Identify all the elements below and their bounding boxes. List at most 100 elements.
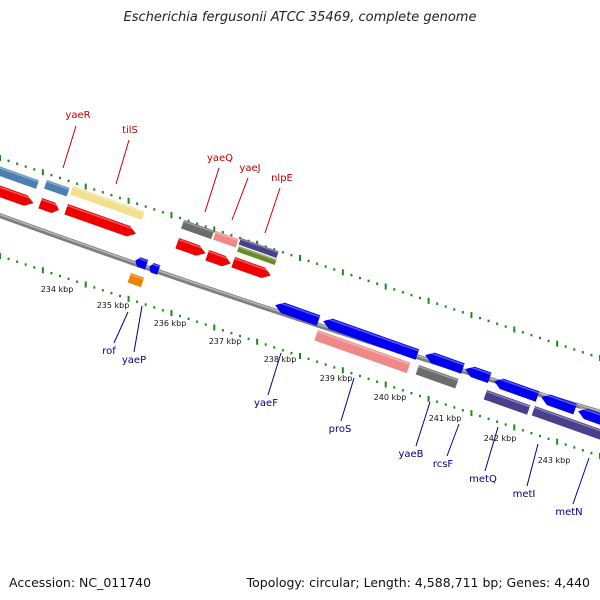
gc-tick-inner xyxy=(230,331,233,335)
gc-tick-outer xyxy=(136,202,139,205)
feature-gray-1 xyxy=(180,220,215,240)
gc-tick-inner xyxy=(247,337,250,341)
topology-label: Topology: circular; Length: 4,588,711 bp… xyxy=(246,575,590,590)
gc-tick-outer xyxy=(67,179,70,183)
gc-tick-outer xyxy=(84,183,87,190)
gc-tick-outer xyxy=(581,351,584,354)
gc-content-ticks xyxy=(0,155,600,459)
gc-tick-outer xyxy=(256,240,259,247)
gc-tick-outer xyxy=(41,169,44,176)
gc-tick-inner xyxy=(513,424,516,431)
gc-tick-inner xyxy=(367,377,370,381)
gc-tick-outer xyxy=(410,293,413,297)
gc-tick-inner xyxy=(521,429,524,432)
gc-tick-outer xyxy=(273,248,276,251)
leader-line xyxy=(267,352,282,396)
gc-tick-outer xyxy=(590,353,593,357)
gc-tick-outer xyxy=(401,291,404,294)
gc-tick-outer xyxy=(521,331,524,334)
gc-tick-outer xyxy=(316,262,319,265)
gc-tick-outer xyxy=(487,319,490,323)
gc-tick-inner xyxy=(204,323,207,326)
gc-tick-inner xyxy=(24,263,27,266)
gc-tick-outer xyxy=(530,333,533,337)
gc-tick-outer xyxy=(461,311,464,314)
gc-tick-outer xyxy=(204,225,207,228)
kbp-label: 235 kbp xyxy=(97,301,130,310)
gc-tick-outer xyxy=(479,316,481,320)
gc-tick-inner xyxy=(299,353,301,359)
gc-tick-outer xyxy=(393,288,396,291)
gene-label-rof: rof xyxy=(102,346,116,357)
gc-tick-inner xyxy=(307,357,310,361)
gc-tick-inner xyxy=(144,303,147,306)
gc-tick-inner xyxy=(359,374,361,378)
feature-pink-2 xyxy=(314,330,411,374)
leader-line xyxy=(484,426,499,472)
kbp-label: 238 kbp xyxy=(264,355,297,364)
gc-tick-outer xyxy=(384,283,387,290)
kbp-label: 243 kbp xyxy=(538,456,571,465)
gc-tick-outer xyxy=(119,196,121,200)
gc-tick-inner xyxy=(161,309,164,312)
kbp-label: 234 kbp xyxy=(41,285,74,294)
leader-line xyxy=(115,139,130,185)
gc-tick-outer xyxy=(221,231,224,234)
map-title: Escherichia fergusonii ATCC 35469, compl… xyxy=(123,10,477,25)
gc-tick-inner xyxy=(119,294,121,298)
gc-tick-outer xyxy=(367,279,370,283)
gc-tick-outer xyxy=(50,173,53,177)
gene-label-tilS: tilS xyxy=(122,125,138,136)
feature-purple-1 xyxy=(238,238,279,258)
feature-gray-2 xyxy=(415,365,459,389)
feature-cds-fwd-4 xyxy=(175,238,207,256)
gc-tick-inner xyxy=(93,286,96,289)
gc-tick-inner xyxy=(50,271,53,275)
gc-tick-outer xyxy=(470,312,473,319)
gc-tick-inner xyxy=(547,437,550,441)
kbp-labels: 234 kbp 235 kbp 236 kbp 237 kbp 238 kbp 239 k… xyxy=(41,285,571,465)
gc-tick-outer xyxy=(93,188,96,191)
feature-orange-1 xyxy=(127,273,145,288)
gc-tick-inner xyxy=(41,267,44,274)
gc-tick-outer xyxy=(59,176,61,180)
gc-tick-inner xyxy=(324,363,327,366)
gc-tick-inner xyxy=(273,346,276,349)
feature-cds-rev-1 xyxy=(135,256,149,270)
gc-tick-inner xyxy=(470,410,473,417)
gc-tick-outer xyxy=(196,222,199,225)
leader-line xyxy=(340,377,355,422)
gc-tick-inner xyxy=(127,295,130,302)
gc-tick-inner xyxy=(239,334,241,338)
gc-tick-outer xyxy=(419,296,421,300)
gc-tick-outer xyxy=(427,297,430,304)
gc-tick-inner xyxy=(504,423,507,426)
gc-tick-outer xyxy=(359,276,361,280)
gc-tick-outer xyxy=(110,193,113,197)
gc-tick-inner xyxy=(530,431,533,435)
leader-line xyxy=(264,187,281,234)
gc-tick-outer xyxy=(239,236,241,240)
gc-tick-inner xyxy=(196,320,199,323)
gene-label-metN: metN xyxy=(555,507,582,518)
feature-cds-fwd-1 xyxy=(0,182,35,206)
gc-tick-inner xyxy=(110,291,113,295)
gc-tick-inner xyxy=(461,409,464,412)
gc-tick-outer xyxy=(127,197,130,204)
gene-label-yaeB: yaeB xyxy=(398,449,423,460)
feature-cds-rev-2 xyxy=(149,262,161,275)
gene-label-rcsF: rcsF xyxy=(433,459,454,470)
gc-tick-inner xyxy=(7,257,10,261)
feature-cds-fwd-2 xyxy=(38,198,61,214)
gc-tick-outer xyxy=(453,308,456,311)
feature-cds-fwd-6 xyxy=(231,257,273,279)
gc-tick-inner xyxy=(581,449,584,452)
gc-tick-outer xyxy=(101,191,104,194)
feature-cds-rev-8 xyxy=(541,392,577,415)
gc-tick-outer xyxy=(307,259,310,263)
gene-label-yaeP: yaeP xyxy=(122,355,146,366)
gc-tick-inner xyxy=(384,381,387,388)
kbp-label: 241 kbp xyxy=(429,414,462,423)
